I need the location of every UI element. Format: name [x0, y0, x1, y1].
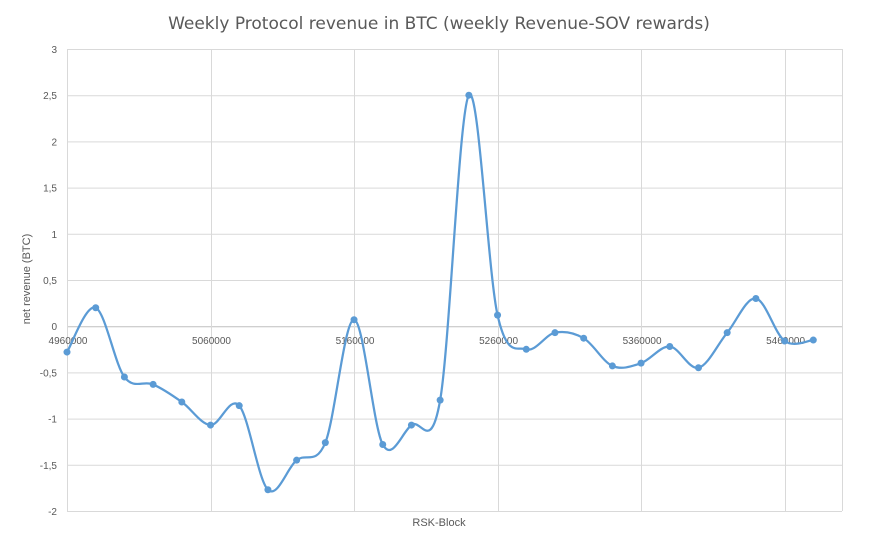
series-layer	[63, 91, 817, 494]
data-point	[580, 334, 588, 342]
y-tick-label: -1,5	[40, 461, 58, 472]
data-point	[207, 421, 215, 429]
x-tick-label: 5360000	[623, 336, 662, 347]
y-tick-label: -2	[48, 507, 57, 518]
series-line	[66, 93, 814, 493]
y-tick-label: 0	[51, 322, 57, 333]
data-point	[293, 456, 301, 464]
y-tick-label: 2	[51, 137, 57, 148]
data-point	[63, 348, 71, 356]
data-point	[465, 91, 473, 99]
y-tick-labels: -2 -1,5 -1 -0,5 0 0,5 1 1,5 2 2,5 3	[40, 45, 58, 518]
x-tick-labels: 4960000506000051600005260000536000054600…	[49, 336, 806, 347]
data-point	[694, 364, 702, 372]
data-point	[781, 337, 789, 345]
y-tick-label: 0,5	[43, 276, 57, 287]
data-point	[608, 362, 616, 370]
data-point	[752, 294, 760, 302]
chart-title: Weekly Protocol revenue in BTC (weekly R…	[168, 14, 710, 34]
data-point	[149, 380, 157, 388]
data-point	[637, 359, 645, 367]
data-point	[178, 398, 186, 406]
data-point	[235, 402, 243, 410]
x-tick-label: 5160000	[336, 336, 375, 347]
y-tick-label: 2,5	[43, 91, 57, 102]
y-tick-label: -0,5	[40, 368, 58, 379]
y-tick-label: 1,5	[43, 184, 57, 195]
data-point	[809, 336, 817, 344]
data-point	[264, 486, 272, 494]
y-tick-label: 1	[51, 230, 57, 241]
x-axis-title: RSK-Block	[412, 517, 466, 529]
data-point	[407, 421, 415, 429]
data-point	[436, 396, 444, 404]
data-point	[551, 329, 559, 337]
data-point	[494, 311, 502, 319]
data-point	[723, 329, 731, 337]
y-tick-label: -1	[48, 415, 57, 426]
data-point	[350, 316, 358, 324]
data-point	[321, 439, 329, 447]
data-point	[120, 373, 128, 381]
data-point	[92, 304, 100, 312]
y-tick-label: 3	[51, 45, 57, 56]
x-tick-label: 5060000	[192, 336, 231, 347]
data-point	[379, 440, 387, 448]
data-point	[522, 345, 530, 353]
y-axis-title: net revenue (BTC)	[21, 234, 33, 324]
data-point	[666, 343, 674, 351]
x-tick-label: 4960000	[49, 336, 88, 347]
x-tick-label: 5260000	[479, 336, 518, 347]
grid-layer	[67, 49, 843, 512]
